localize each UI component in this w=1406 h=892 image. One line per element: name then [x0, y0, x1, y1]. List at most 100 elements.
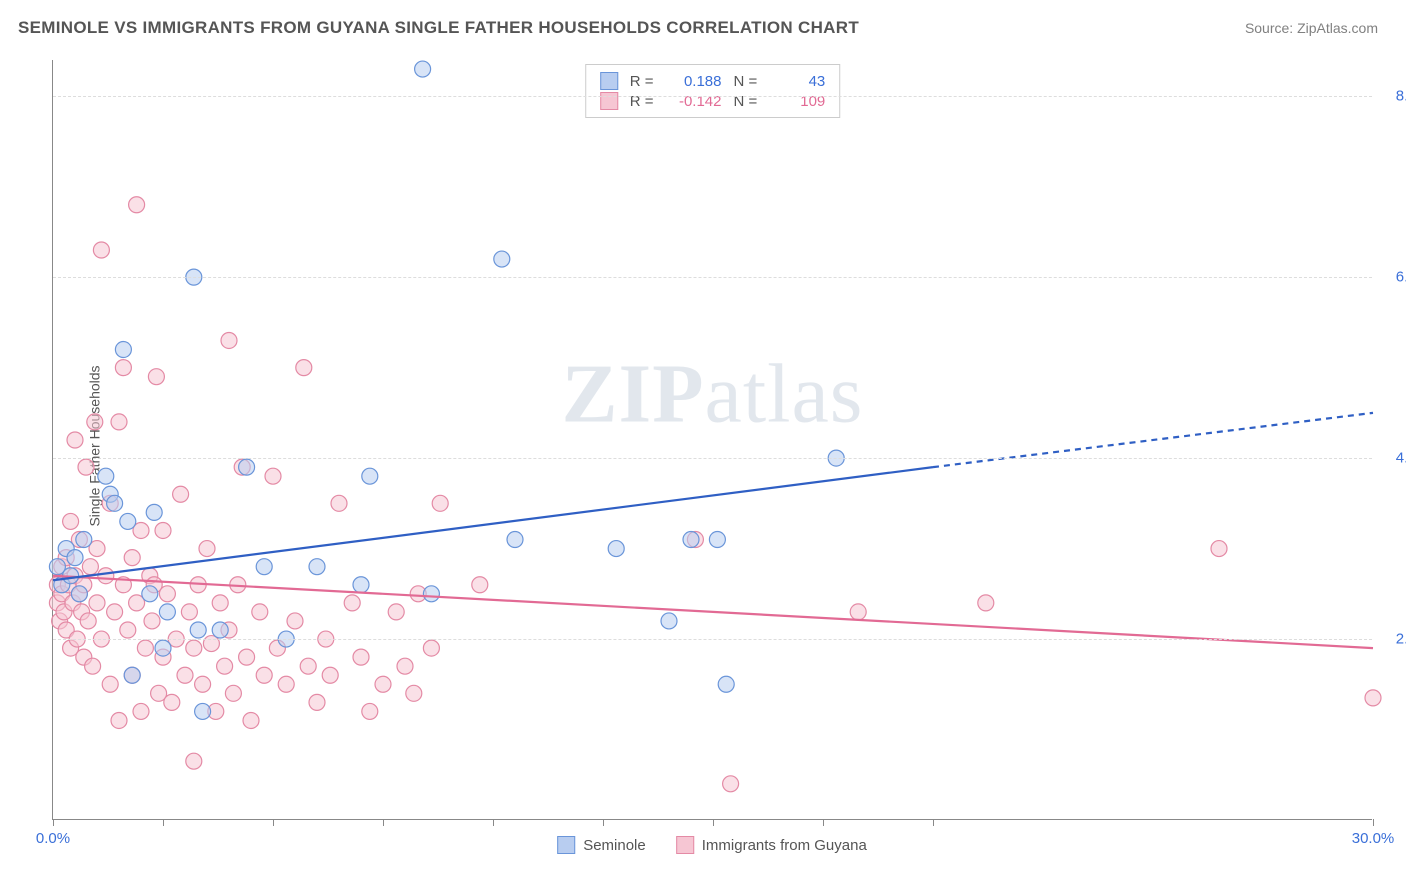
scatter-point: [98, 468, 114, 484]
scatter-point: [432, 495, 448, 511]
n-value-blue: 43: [769, 73, 825, 90]
legend-swatch-blue: [600, 72, 618, 90]
scatter-point: [102, 676, 118, 692]
scatter-point: [159, 586, 175, 602]
x-tick: [383, 819, 384, 826]
scatter-point: [80, 613, 96, 629]
bottom-legend: Seminole Immigrants from Guyana: [557, 836, 867, 854]
scatter-point: [322, 667, 338, 683]
legend-stats-row-pink: R = -0.142 N = 109: [600, 91, 826, 111]
scatter-point: [107, 495, 123, 511]
bottom-swatch-pink: [676, 836, 694, 854]
y-tick-label: 6.0%: [1396, 269, 1406, 286]
gridline: [53, 277, 1372, 278]
scatter-point: [67, 432, 83, 448]
bottom-legend-item-blue: Seminole: [557, 836, 646, 854]
scatter-point: [353, 577, 369, 593]
scatter-point: [661, 613, 677, 629]
x-tick: [823, 819, 824, 826]
r-value-pink: -0.142: [666, 93, 722, 110]
scatter-point: [111, 712, 127, 728]
scatter-point: [63, 513, 79, 529]
scatter-point: [978, 595, 994, 611]
scatter-point: [388, 604, 404, 620]
scatter-point: [107, 604, 123, 620]
scatter-point: [296, 360, 312, 376]
scatter-point: [144, 613, 160, 629]
scatter-point: [177, 667, 193, 683]
scatter-point: [133, 703, 149, 719]
scatter-point: [309, 559, 325, 575]
scatter-point: [1365, 690, 1381, 706]
scatter-point: [124, 667, 140, 683]
scatter-point: [82, 559, 98, 575]
scatter-point: [225, 685, 241, 701]
x-tick: [713, 819, 714, 826]
scatter-point: [159, 604, 175, 620]
scatter-point: [93, 242, 109, 258]
scatter-point: [239, 459, 255, 475]
x-tick: [1373, 819, 1374, 826]
scatter-point: [212, 622, 228, 638]
gridline: [53, 96, 1372, 97]
scatter-point: [78, 459, 94, 475]
scatter-point: [309, 694, 325, 710]
x-tick: [933, 819, 934, 826]
scatter-point: [256, 559, 272, 575]
scatter-point: [148, 369, 164, 385]
scatter-point: [252, 604, 268, 620]
scatter-point: [265, 468, 281, 484]
scatter-point: [146, 504, 162, 520]
legend-stats-row-blue: R = 0.188 N = 43: [600, 71, 826, 91]
scatter-point: [221, 332, 237, 348]
scatter-point: [406, 685, 422, 701]
scatter-point: [507, 532, 523, 548]
chart-title: SEMINOLE VS IMMIGRANTS FROM GUYANA SINGL…: [18, 18, 859, 38]
scatter-point: [195, 703, 211, 719]
scatter-point: [115, 360, 131, 376]
scatter-point: [850, 604, 866, 620]
plot-area: ZIPatlas R = 0.188 N = 43 R = -0.142 N =…: [52, 60, 1372, 820]
scatter-point: [120, 513, 136, 529]
scatter-point: [300, 658, 316, 674]
scatter-point: [362, 703, 378, 719]
scatter-point: [85, 658, 101, 674]
gridline: [53, 639, 1372, 640]
scatter-point: [89, 595, 105, 611]
scatter-point: [362, 468, 378, 484]
scatter-point: [353, 649, 369, 665]
scatter-point: [87, 414, 103, 430]
bottom-legend-label-pink: Immigrants from Guyana: [702, 837, 867, 854]
scatter-point: [115, 342, 131, 358]
n-label: N =: [734, 93, 758, 110]
scatter-point: [120, 622, 136, 638]
scatter-point: [397, 658, 413, 674]
scatter-point: [287, 613, 303, 629]
scatter-point: [494, 251, 510, 267]
scatter-point: [155, 640, 171, 656]
scatter-point: [164, 694, 180, 710]
bottom-swatch-blue: [557, 836, 575, 854]
scatter-point: [1211, 541, 1227, 557]
scatter-point: [472, 577, 488, 593]
scatter-point: [186, 753, 202, 769]
x-tick-label: 0.0%: [36, 830, 70, 847]
scatter-point: [423, 640, 439, 656]
scatter-point: [608, 541, 624, 557]
x-tick: [273, 819, 274, 826]
scatter-point: [239, 649, 255, 665]
scatter-point: [709, 532, 725, 548]
y-tick-label: 8.0%: [1396, 88, 1406, 105]
scatter-point: [415, 61, 431, 77]
scatter-point: [199, 541, 215, 557]
scatter-point: [375, 676, 391, 692]
chart-container: SEMINOLE VS IMMIGRANTS FROM GUYANA SINGL…: [0, 0, 1406, 892]
scatter-point: [683, 532, 699, 548]
source-attribution: Source: ZipAtlas.com: [1245, 20, 1378, 36]
scatter-point: [718, 676, 734, 692]
scatter-point: [111, 414, 127, 430]
scatter-point: [67, 550, 83, 566]
plot-wrap: ZIPatlas R = 0.188 N = 43 R = -0.142 N =…: [52, 60, 1372, 820]
scatter-point: [142, 586, 158, 602]
n-label: N =: [734, 73, 758, 90]
